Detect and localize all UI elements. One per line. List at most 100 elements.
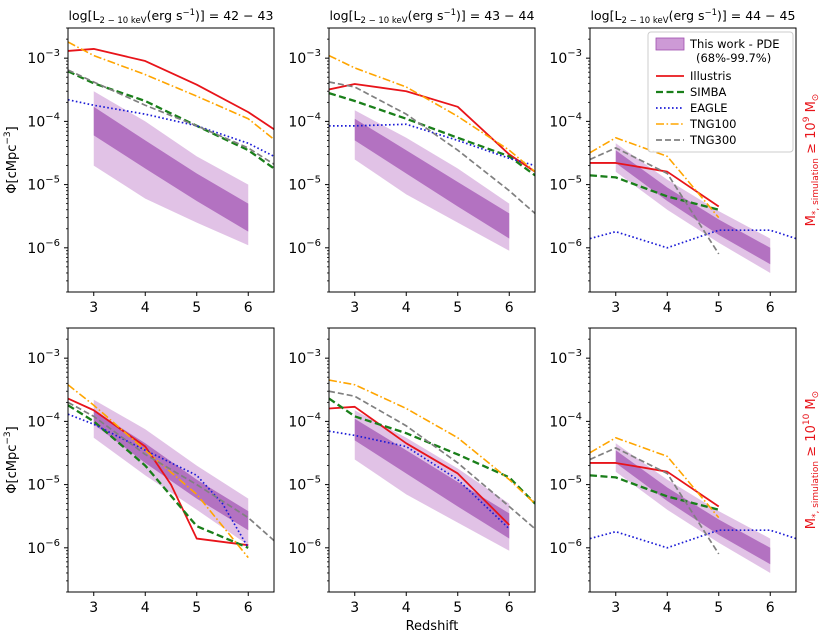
y-tick-label: 10−4 [288, 411, 321, 430]
legend-label-pde-range: (68%-99.7%) [696, 51, 771, 65]
y-tick-label: 10−5 [549, 175, 582, 194]
series-line-illustris [590, 462, 720, 508]
series-line-tng100 [68, 41, 274, 140]
panel-frame [67, 327, 275, 593]
x-tick-label: 3 [611, 300, 620, 316]
x-tick-label: 4 [141, 300, 150, 316]
plot-area [590, 436, 796, 573]
y-tick-label: 10−5 [288, 475, 321, 494]
x-tick-label: 4 [663, 300, 672, 316]
pde-band-inner [93, 106, 249, 232]
x-tick-label: 5 [714, 300, 723, 316]
plot-area [329, 54, 535, 251]
series-line-illustris [590, 162, 720, 208]
panel-frame [328, 27, 536, 293]
x-axis-label: Redshift [406, 619, 459, 634]
y-tick-label: 10−6 [27, 238, 60, 257]
panel-frame [67, 27, 275, 293]
y-tick-label: 10−6 [27, 538, 60, 557]
x-tick-label: 3 [611, 600, 620, 616]
series-line-tng300 [329, 390, 535, 530]
x-tick-label: 3 [89, 300, 98, 316]
legend-label-pde: This work - PDE [689, 37, 780, 51]
x-tick-label: 6 [766, 600, 775, 616]
plot-area [68, 384, 274, 559]
y-tick-label: 10−4 [27, 411, 60, 430]
y-tick-label: 10−3 [27, 48, 60, 67]
panel-frame [589, 327, 797, 593]
legend-swatch-pde [655, 37, 685, 51]
pde-band-inner [615, 450, 771, 565]
y-axis-label-1: Φ[cMpc−3] [3, 426, 20, 493]
y-tick-label: 10−5 [27, 475, 60, 494]
y-tick-label: 10−5 [288, 175, 321, 194]
column-title-0: log[L2 − 10 keV(erg s−1)] = 42 − 43 [69, 8, 274, 26]
y-tick-label: 10−3 [288, 348, 321, 367]
y-tick-label: 10−4 [549, 111, 582, 130]
x-tick-label: 5 [192, 600, 201, 616]
panel-frame [589, 27, 797, 293]
x-tick-label: 3 [350, 600, 359, 616]
x-tick-label: 6 [766, 300, 775, 316]
row-label-0: M*, simulation ≥ 109 M⊙ [802, 94, 821, 227]
pde-band-inner [354, 418, 510, 539]
y-tick-label: 10−3 [549, 48, 582, 67]
series-line-tng100 [590, 436, 720, 519]
pde-band-inner [93, 410, 249, 531]
pde-band-inner [615, 150, 771, 265]
y-tick-label: 10−3 [27, 348, 60, 367]
series-line-eagle [68, 98, 274, 158]
y-axis-label-0: Φ[cMpc−3] [3, 126, 20, 193]
panel-r0-c0: 3 4 5 6 10−6 10−5 10−4 10−3 [27, 27, 275, 316]
series-line-illustris [329, 83, 535, 173]
series-line-illustris [68, 48, 274, 131]
row-label-1: M*, simulation ≥ 1010 M⊙ [802, 391, 821, 529]
y-tick-label: 10−4 [549, 411, 582, 430]
x-tick-label: 6 [505, 300, 514, 316]
panel-r1-c0: 3 4 5 6 10−6 10−5 10−4 10−3 [27, 327, 275, 616]
series-line-illustris [68, 397, 249, 547]
series-line-simba [329, 397, 535, 505]
y-tick-label: 10−5 [549, 475, 582, 494]
series-line-tng300 [329, 81, 535, 215]
y-tick-label: 10−6 [549, 238, 582, 257]
series-line-eagle [329, 430, 510, 530]
column-title-2: log[L2 − 10 keV(erg s−1)] = 44 − 45 [591, 8, 796, 26]
series-line-tng300 [590, 147, 720, 255]
plot-area [68, 41, 274, 246]
series-line-tng300 [590, 447, 720, 555]
panel-r1-c2: 3 4 5 6 10−6 10−5 10−4 10−3 [549, 327, 797, 616]
panel-r1-c1: 3 4 5 6 10−6 10−5 10−4 10−3 [288, 327, 536, 616]
y-tick-label: 10−3 [288, 48, 321, 67]
legend-label-simba: SIMBA [690, 85, 727, 99]
x-tick-label: 4 [402, 600, 411, 616]
y-tick-label: 10−6 [288, 238, 321, 257]
plot-area [590, 136, 796, 273]
x-tick-label: 6 [244, 600, 253, 616]
y-tick-label: 10−3 [549, 348, 582, 367]
x-tick-label: 3 [350, 300, 359, 316]
x-tick-label: 4 [663, 600, 672, 616]
x-tick-label: 5 [714, 600, 723, 616]
series-line-eagle [68, 413, 249, 549]
series-line-simba [68, 404, 249, 549]
pde-band-inner [354, 118, 510, 239]
series-line-simba [68, 70, 274, 170]
column-title-1: log[L2 − 10 keV(erg s−1)] = 43 − 44 [330, 8, 535, 26]
series-line-simba [329, 92, 535, 177]
x-tick-label: 4 [402, 300, 411, 316]
x-tick-label: 5 [453, 300, 462, 316]
panel-frame [328, 327, 536, 593]
panel-r0-c1: 3 4 5 6 10−6 10−5 10−4 10−3 [288, 27, 536, 316]
x-tick-label: 6 [505, 600, 514, 616]
series-line-tng100 [68, 384, 249, 559]
legend-label-eagle: EAGLE [690, 101, 728, 115]
x-tick-label: 6 [244, 300, 253, 316]
y-tick-label: 10−4 [288, 111, 321, 130]
series-line-simba [590, 174, 720, 211]
plot-area [329, 379, 535, 551]
legend-label-tng100: TNG100 [689, 117, 737, 131]
y-tick-label: 10−6 [288, 538, 321, 557]
y-tick-label: 10−6 [549, 538, 582, 557]
